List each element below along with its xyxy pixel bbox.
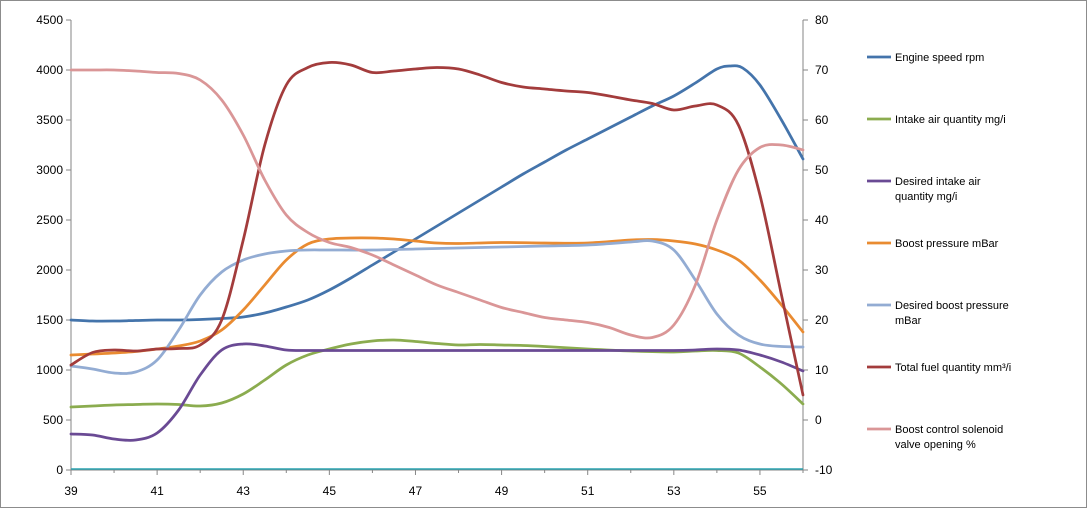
y-left-tick-label: 3500 bbox=[36, 113, 63, 127]
chart-series-lines bbox=[69, 61, 805, 470]
x-tick-label: 51 bbox=[581, 484, 595, 498]
chart-axes: 0 500 1000 1500 2000 2500 3000 3500 4000 4500 -10 0… bbox=[36, 13, 832, 498]
y-left-tick-label: 2000 bbox=[36, 263, 63, 277]
series-line-5 bbox=[69, 61, 805, 397]
x-tick-label: 43 bbox=[237, 484, 251, 498]
x-tick-label: 45 bbox=[323, 484, 337, 498]
y-left-tick-label: 4000 bbox=[36, 63, 63, 77]
y-left-tick-label: 1000 bbox=[36, 363, 63, 377]
legend-label: Boost pressure mBar bbox=[895, 238, 999, 250]
x-tick-label: 39 bbox=[64, 484, 78, 498]
y-left-tick-label: 3000 bbox=[36, 163, 63, 177]
y-right-tick-label: 40 bbox=[815, 213, 829, 227]
y-right-tick-label: 60 bbox=[815, 113, 829, 127]
series-line-2 bbox=[69, 342, 805, 442]
y-right-tick-label: 10 bbox=[815, 363, 829, 377]
y-right-tick-label: 70 bbox=[815, 63, 829, 77]
y-left-tick-label: 500 bbox=[43, 413, 63, 427]
x-tick-label: 53 bbox=[667, 484, 681, 498]
y-left-tick-label: 1500 bbox=[36, 313, 63, 327]
chart-legend: Engine speed rpm Intake air quantity mg/i… bbox=[867, 52, 1011, 451]
legend-label: Desired boost pressure mBar bbox=[895, 300, 1009, 327]
x-tick-label: 41 bbox=[150, 484, 164, 498]
y-left-tick-label: 0 bbox=[56, 463, 63, 477]
series-line-4 bbox=[69, 239, 805, 375]
y-right-tick-label: 80 bbox=[815, 13, 829, 27]
legend-label: Boost control solenoid valve opening % bbox=[895, 424, 1003, 451]
legend-label: Desired intake air quantity mg/i bbox=[895, 176, 981, 203]
x-tick-label: 49 bbox=[495, 484, 509, 498]
y-right-tick-label: 30 bbox=[815, 263, 829, 277]
series-line-0 bbox=[69, 64, 805, 323]
x-tick-label: 55 bbox=[753, 484, 767, 498]
y-right-tick-label: 20 bbox=[815, 313, 829, 327]
series-line-3 bbox=[69, 236, 805, 357]
y-right-tick-label: -10 bbox=[815, 463, 833, 477]
y-left-tick-label: 2500 bbox=[36, 213, 63, 227]
legend-label: Engine speed rpm bbox=[895, 52, 984, 64]
legend-label: Total fuel quantity mm³/i bbox=[895, 362, 1011, 374]
legend-label: Intake air quantity mg/i bbox=[895, 114, 1006, 126]
y-right-tick-label: 50 bbox=[815, 163, 829, 177]
series-line-6 bbox=[69, 68, 805, 340]
y-left-tick-label: 4500 bbox=[36, 13, 63, 27]
y-right-tick-label: 0 bbox=[815, 413, 822, 427]
x-tick-label: 47 bbox=[409, 484, 423, 498]
